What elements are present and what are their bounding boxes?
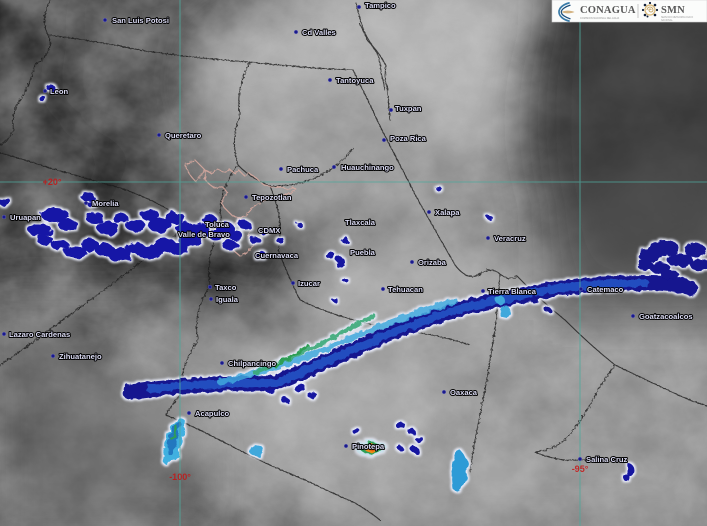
svg-text:+20°: +20° xyxy=(43,177,62,187)
svg-text:CONAGUA: CONAGUA xyxy=(580,5,636,16)
svg-text:-100°: -100° xyxy=(169,472,191,482)
svg-text:SMN: SMN xyxy=(661,5,685,16)
svg-text:NACIONAL: NACIONAL xyxy=(661,19,673,22)
svg-text:SERVICIO METEOROLOGICO: SERVICIO METEOROLOGICO xyxy=(661,17,693,19)
svg-text:COMISION NACIONAL DEL AGUA: COMISION NACIONAL DEL AGUA xyxy=(580,17,619,20)
svg-text:-95°: -95° xyxy=(572,464,589,474)
